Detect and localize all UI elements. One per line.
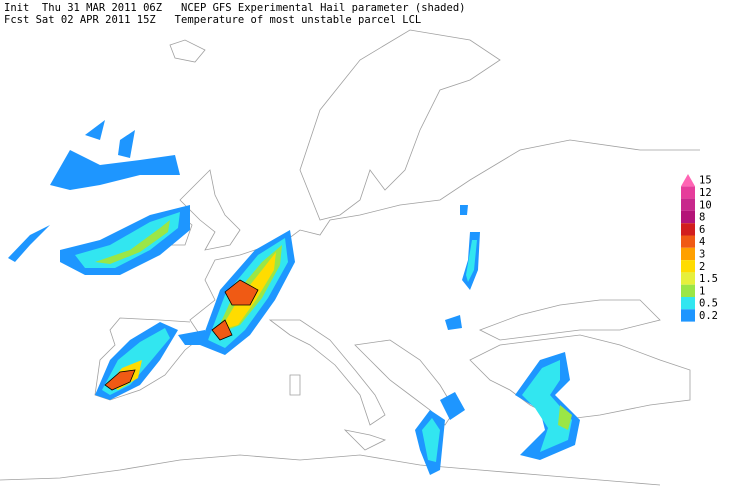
legend-label: 1.5 <box>699 273 718 285</box>
legend-label: 15 <box>699 175 712 187</box>
shaded-area <box>422 418 440 462</box>
coastline <box>279 139 700 246</box>
shaded-area <box>522 360 572 452</box>
shaded-area <box>104 369 136 391</box>
shaded-area <box>95 220 170 264</box>
legend-swatch <box>681 309 695 322</box>
coastline <box>469 334 691 421</box>
legend-label: 3 <box>699 248 705 260</box>
coastline <box>179 169 241 251</box>
legend-swatch <box>681 235 695 248</box>
legend-label: 4 <box>699 236 705 248</box>
legend-label: 12 <box>699 187 712 199</box>
hail-shading <box>8 120 580 475</box>
shaded-area <box>445 205 480 330</box>
legend-swatch <box>681 297 695 310</box>
legend-label: 1 <box>699 285 705 297</box>
legend-swatch <box>681 260 695 273</box>
header-line: Fcst Sat 02 APR 2011 15Z Temperature of … <box>4 14 421 26</box>
shaded-area <box>466 240 477 282</box>
coastline <box>299 29 501 221</box>
legend-label: 0.5 <box>699 298 718 310</box>
legend-swatch <box>681 247 695 261</box>
coastline <box>479 299 661 341</box>
legend-label: 10 <box>699 199 712 211</box>
legend-swatch <box>681 284 695 297</box>
header-line: Init Thu 31 MAR 2011 06Z NCEP GFS Experi… <box>4 2 465 14</box>
legend-label: 2 <box>699 261 705 273</box>
legend-swatch <box>681 272 695 285</box>
legend-swatch <box>681 174 695 187</box>
legend-label: 8 <box>699 212 705 224</box>
coastline <box>289 374 387 451</box>
legend-label: 6 <box>699 224 705 236</box>
legend-label: 0.2 <box>699 310 718 322</box>
shaded-area <box>50 150 180 190</box>
shaded-area <box>558 405 572 430</box>
coastline <box>0 454 661 486</box>
coastline <box>94 317 201 401</box>
coastline <box>169 39 206 63</box>
legend-swatch <box>681 223 695 236</box>
coastline <box>354 339 456 426</box>
legend-swatch <box>681 198 695 211</box>
legend-swatch <box>681 210 695 224</box>
shaded-area <box>75 212 180 268</box>
shaded-area <box>211 279 259 341</box>
shaded-area <box>8 120 135 262</box>
legend-swatch <box>681 186 695 199</box>
coastline <box>268 319 386 426</box>
